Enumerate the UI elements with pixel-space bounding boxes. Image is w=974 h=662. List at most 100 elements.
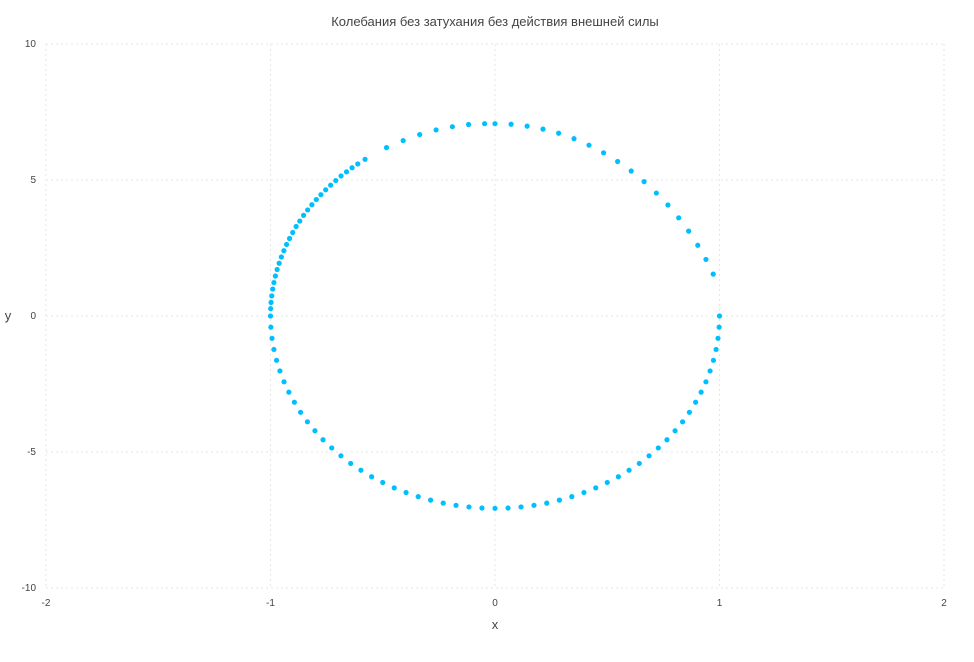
data-point — [586, 142, 592, 148]
data-point — [653, 190, 659, 196]
data-point — [272, 273, 278, 279]
data-point — [304, 419, 311, 425]
data-point — [300, 212, 307, 218]
data-point — [508, 121, 514, 127]
x-tick-label: -1 — [266, 598, 275, 609]
data-point — [348, 460, 354, 467]
data-point — [268, 306, 274, 312]
data-point — [453, 502, 459, 508]
data-point — [428, 497, 434, 503]
data-point — [628, 168, 634, 174]
data-point — [286, 235, 293, 242]
data-point — [403, 489, 409, 496]
data-point — [615, 158, 621, 165]
data-point — [417, 131, 423, 138]
data-point — [646, 453, 652, 459]
data-point — [328, 182, 334, 188]
data-point — [479, 505, 485, 511]
data-point — [707, 368, 713, 374]
y-tick-label: 5 — [30, 175, 36, 186]
data-point — [492, 121, 498, 127]
y-tick-label: 10 — [25, 39, 37, 50]
data-point — [271, 279, 277, 286]
data-point — [604, 479, 610, 486]
data-point — [676, 215, 682, 221]
x-tick-label: 1 — [717, 598, 723, 609]
data-point — [276, 260, 282, 266]
data-point — [274, 266, 280, 273]
y-axis-label: y — [5, 308, 12, 323]
data-point — [329, 445, 335, 451]
data-point — [716, 313, 723, 319]
y-tick-label: -10 — [22, 583, 37, 594]
data-point — [323, 187, 329, 193]
data-point — [269, 335, 275, 341]
data-point — [286, 389, 292, 395]
data-point — [433, 127, 439, 133]
data-point — [271, 346, 277, 353]
data-point — [269, 293, 275, 299]
data-point — [391, 485, 397, 491]
data-point — [716, 324, 722, 330]
data-point — [531, 502, 537, 508]
data-point — [400, 137, 406, 144]
data-point — [313, 196, 319, 203]
data-point — [309, 202, 315, 208]
data-point — [343, 169, 350, 175]
data-point — [544, 500, 550, 506]
data-point — [281, 248, 287, 254]
data-point — [297, 409, 304, 415]
data-point — [710, 357, 717, 363]
data-point — [665, 202, 671, 208]
data-point — [672, 428, 678, 434]
data-point — [505, 505, 511, 511]
data-point — [297, 218, 303, 224]
data-point — [615, 474, 621, 480]
data-point — [710, 271, 716, 277]
x-tick-label: -2 — [42, 598, 51, 609]
data-point — [362, 156, 368, 162]
y-tick-label: -5 — [27, 447, 36, 458]
data-point — [569, 494, 575, 500]
data-point — [355, 161, 361, 167]
data-point — [415, 494, 421, 500]
data-point — [556, 130, 562, 136]
data-point — [695, 242, 701, 248]
data-point — [320, 437, 326, 443]
x-tick-label: 0 — [492, 598, 498, 609]
data-point — [581, 489, 587, 496]
data-point — [290, 229, 296, 236]
data-point — [312, 428, 318, 434]
data-point — [268, 299, 274, 305]
data-point — [333, 177, 339, 184]
data-point — [626, 467, 632, 473]
data-point — [270, 286, 276, 292]
data-points — [267, 121, 723, 511]
data-point — [277, 368, 283, 374]
data-point — [338, 453, 344, 459]
data-point — [693, 399, 699, 405]
data-point — [636, 460, 642, 467]
data-point — [305, 207, 311, 213]
data-point — [715, 335, 721, 341]
data-point — [571, 136, 577, 142]
data-point — [698, 389, 704, 395]
chart-title: Колебания без затухания без действия вне… — [331, 14, 659, 29]
data-point — [318, 192, 324, 198]
data-point — [482, 121, 488, 127]
data-point — [268, 324, 274, 330]
data-point — [293, 223, 299, 230]
data-point — [278, 254, 284, 260]
data-point — [273, 357, 280, 363]
data-point — [449, 124, 455, 130]
data-point — [466, 504, 472, 510]
data-point — [291, 399, 297, 405]
data-point — [524, 123, 530, 129]
data-point — [380, 479, 386, 486]
data-point — [593, 485, 599, 491]
x-tick-label: 2 — [941, 598, 947, 609]
data-point — [518, 504, 524, 510]
data-point — [383, 145, 390, 151]
